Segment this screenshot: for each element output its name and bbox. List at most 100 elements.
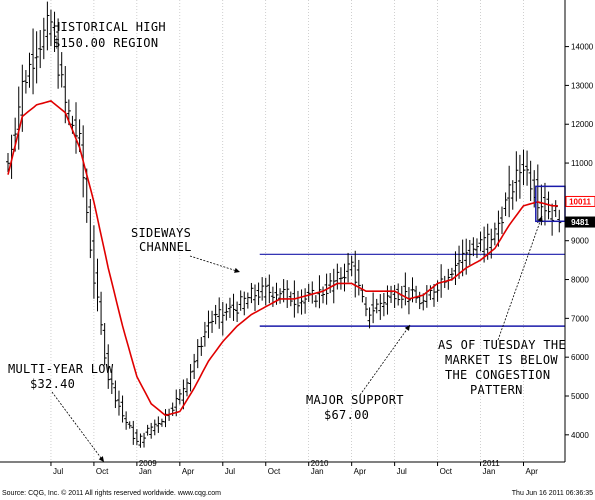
price-bar xyxy=(267,274,272,304)
price-bar xyxy=(328,273,333,294)
price-bar xyxy=(220,301,225,336)
annotation-line: HISTORICAL HIGH xyxy=(53,20,166,34)
price-badge: 9481 xyxy=(565,216,595,228)
price-bar xyxy=(342,263,347,292)
price-bar xyxy=(514,151,519,202)
price-bar xyxy=(535,164,540,223)
annotation-line: MARKET IS BELOW xyxy=(445,353,558,367)
moving-average-line xyxy=(7,100,558,417)
price-bar xyxy=(124,411,129,430)
price-bar xyxy=(74,102,79,154)
y-tick-label: 13000 xyxy=(571,81,594,90)
price-bar xyxy=(385,285,390,315)
price-bar xyxy=(27,52,32,88)
price-bar xyxy=(360,284,365,303)
price-bar xyxy=(109,368,114,395)
price-bars xyxy=(6,1,562,448)
price-bar xyxy=(414,285,419,304)
price-badge: 10011 xyxy=(565,195,595,207)
price-bar xyxy=(525,150,530,186)
price-bar xyxy=(510,180,515,210)
price-bar xyxy=(202,321,207,347)
price-bar xyxy=(403,272,408,306)
arrow-shaft xyxy=(359,324,411,396)
price-bar xyxy=(306,283,311,302)
price-bar xyxy=(517,154,522,199)
price-bar xyxy=(428,285,433,301)
price-bar xyxy=(492,222,497,246)
price-bar xyxy=(507,165,512,218)
price-bar xyxy=(381,292,386,317)
price-bar xyxy=(113,380,118,409)
price-bar xyxy=(528,160,533,202)
x-tick-label: Jul xyxy=(225,467,235,476)
x-tick-label: Apr xyxy=(354,467,367,476)
x-tick-label: Jul xyxy=(397,467,407,476)
arrow-sideways-channel xyxy=(189,255,241,273)
price-bar xyxy=(353,250,358,298)
arrow-head xyxy=(404,325,410,331)
price-bar xyxy=(206,310,211,339)
price-bar xyxy=(188,364,193,392)
y-tick-label: 8000 xyxy=(571,276,589,285)
price-bar xyxy=(467,239,472,266)
annotation-historical-high: HISTORICAL HIGH $150.00 REGION xyxy=(53,20,173,50)
annotation-multi-year-low: MULTI-YEAR LOW $32.40 xyxy=(8,362,121,391)
price-bar xyxy=(378,294,383,320)
price-bar xyxy=(453,251,458,286)
price-bar xyxy=(374,298,379,314)
y-tick-label: 5000 xyxy=(571,392,589,401)
price-bar xyxy=(48,9,53,47)
price-bar xyxy=(213,304,218,325)
price-bar xyxy=(313,295,318,308)
price-bar xyxy=(217,297,222,329)
price-bar xyxy=(489,228,494,259)
annotation-line: MAJOR SUPPORT xyxy=(306,393,404,407)
annotation-line: $67.00 xyxy=(324,408,369,422)
price-bar xyxy=(235,301,240,322)
price-bar xyxy=(371,292,376,324)
y-tick-label: 6000 xyxy=(571,353,589,362)
price-bar xyxy=(521,149,526,186)
footer-timestamp: Thu Jun 16 2011 06:36:35 xyxy=(512,490,593,497)
price-bar xyxy=(95,258,100,312)
price-bar xyxy=(142,432,147,448)
annotation-major-support: MAJOR SUPPORT $67.00 xyxy=(306,393,411,422)
price-badges: 10011 9481 xyxy=(565,195,595,228)
x-tick-label: Jul xyxy=(53,467,63,476)
price-bar xyxy=(88,199,93,259)
price-bar xyxy=(249,282,254,304)
price-bar xyxy=(52,11,57,53)
moving-average xyxy=(7,100,558,417)
price-bar xyxy=(303,288,308,314)
price-bar xyxy=(91,225,96,299)
price-bar xyxy=(321,286,326,304)
arrow-shaft xyxy=(189,255,241,273)
price-bar xyxy=(263,277,268,306)
y-tick-label: 12000 xyxy=(571,120,594,129)
y-tick-label: 14000 xyxy=(571,43,594,52)
price-bar xyxy=(59,52,64,88)
price-bar xyxy=(56,18,61,89)
y-tick-label: 11000 xyxy=(571,159,593,168)
price-bar xyxy=(500,206,505,235)
price-bar xyxy=(471,237,476,257)
annotation-line: $32.40 xyxy=(30,377,75,391)
y-tick-label: 4000 xyxy=(571,431,589,440)
x-tick-label: Oct xyxy=(268,467,281,476)
annotation-line: MULTI-YEAR LOW xyxy=(8,362,114,376)
price-bar xyxy=(210,310,215,333)
price-bar xyxy=(392,284,397,309)
price-bar xyxy=(421,293,426,311)
footer-source: Source: CQG, Inc. © 2011 All rights rese… xyxy=(2,489,221,497)
price-bar xyxy=(116,390,121,416)
price-bar xyxy=(363,297,368,317)
price-bar xyxy=(45,1,50,51)
y-tick-label: 9000 xyxy=(571,237,589,246)
price-bar xyxy=(356,259,361,296)
x-tick-label: Oct xyxy=(96,467,109,476)
price-bar xyxy=(474,238,479,259)
price-bar xyxy=(238,290,243,311)
price-bar xyxy=(6,153,10,172)
arrow-congestion xyxy=(497,215,543,341)
